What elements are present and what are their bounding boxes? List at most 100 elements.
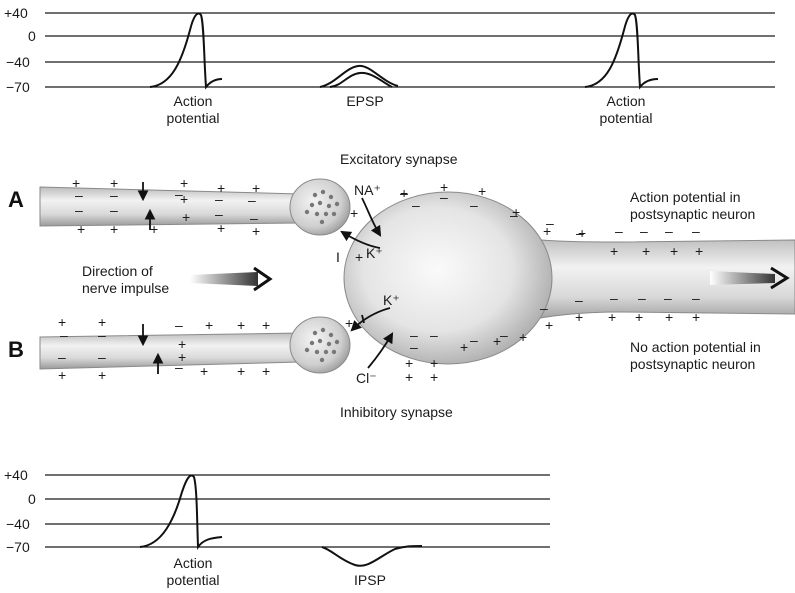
top-membrane-graph: +40 0 −40 −70 Action potential EPSP Acti… (4, 5, 775, 126)
synaptic-knob-a (289, 178, 351, 236)
minus-sign: – (98, 327, 106, 343)
plus-sign: + (350, 205, 358, 221)
minus-sign: – (470, 197, 478, 213)
bottom-label-ipsp: IPSP (354, 572, 386, 588)
minus-sign: – (664, 290, 672, 306)
ion-cl-label: Cl⁻ (356, 370, 377, 386)
direction-label-line2: nerve impulse (82, 280, 169, 296)
top-label-epsp: EPSP (346, 93, 383, 109)
minus-sign: – (470, 332, 478, 348)
plus-sign: + (252, 180, 260, 196)
plus-sign: + (543, 223, 551, 239)
synaptic-cleft-mark-b (361, 314, 365, 324)
plus-sign: + (665, 309, 673, 325)
plus-sign: + (578, 225, 586, 241)
minus-sign: – (175, 359, 183, 375)
plus-sign: + (205, 317, 213, 333)
presynaptic-axon-b (39, 332, 301, 370)
minus-sign: – (175, 186, 183, 202)
plus-sign: + (430, 355, 438, 371)
plus-sign: + (252, 223, 260, 239)
plus-sign: + (493, 333, 501, 349)
minus-sign: – (75, 187, 83, 203)
plus-sign: + (110, 221, 118, 237)
plus-sign: + (262, 363, 270, 379)
minus-sign: – (575, 292, 583, 308)
plus-sign: + (58, 367, 66, 383)
plus-sign: + (355, 249, 363, 265)
top-label-potential-2: potential (600, 110, 653, 126)
plus-sign: + (635, 309, 643, 325)
minus-sign: – (58, 349, 66, 365)
minus-sign: – (110, 202, 118, 218)
plus-sign: + (519, 329, 527, 345)
impulse-arrowhead-left (253, 266, 273, 292)
minus-sign: – (615, 223, 623, 239)
impulse-gradient-arrow-left (190, 272, 258, 286)
plus-sign: + (345, 315, 353, 331)
plus-sign: + (575, 309, 583, 325)
ion-k-label-b: K⁺ (383, 292, 400, 308)
plus-sign: + (670, 243, 678, 259)
plus-sign: + (262, 317, 270, 333)
bottom-ytick-0: 0 (28, 491, 36, 507)
neuron-illustration: A B Excitatory synapse Inhibitory synaps… (8, 151, 795, 420)
cl-influx-arrow (367, 332, 394, 369)
top-action-potential-trace-1 (149, 12, 223, 90)
minus-sign: – (640, 223, 648, 239)
plus-sign: + (98, 314, 106, 330)
top-action-potential-trace-2 (584, 12, 659, 90)
epsp-trace-lower (329, 71, 393, 88)
bottom-ytick-minus70: −70 (6, 539, 30, 555)
minus-sign: – (215, 191, 223, 207)
bottom-label-action: Action (174, 555, 213, 571)
minus-sign: – (412, 197, 420, 213)
k-efflux-arrow-b (350, 307, 391, 332)
plus-sign: + (512, 204, 520, 220)
inhibitory-synapse-title: Inhibitory synapse (340, 404, 453, 420)
minus-sign: – (546, 215, 554, 231)
plus-sign: + (150, 221, 158, 237)
panel-label-b: B (8, 337, 24, 362)
bottom-label-potential: potential (167, 572, 220, 588)
minus-sign: – (692, 223, 700, 239)
vesicles-b (304, 327, 340, 363)
bottom-ytick-plus40: +40 (4, 467, 28, 483)
minus-sign: – (610, 290, 618, 306)
ion-na-label: NA⁺ (354, 182, 381, 198)
minus-sign: – (75, 202, 83, 218)
plus-sign: + (182, 209, 190, 225)
plus-sign: + (200, 363, 208, 379)
top-label-potential: potential (167, 110, 220, 126)
minus-sign: – (110, 187, 118, 203)
plus-sign: + (478, 183, 486, 199)
plus-signs: + + + + + + + + + + + + + + + + + + + + + + + + + + + + + + + + + + + + + + + +… (58, 175, 703, 385)
bottom-membrane-graph: +40 0 −40 −70 Action potential IPSP (4, 467, 550, 588)
synaptic-knob-b (289, 316, 351, 374)
postsynaptic-cell-body (343, 191, 553, 365)
marker-i-label: I (336, 249, 340, 265)
postsynaptic-axon (519, 237, 795, 323)
top-ytick-0: 0 (28, 28, 36, 44)
top-ytick-minus70: −70 (6, 79, 30, 95)
plus-sign: + (610, 243, 618, 259)
plus-sign: + (58, 314, 66, 330)
ap-label-line1: Action potential in (630, 189, 741, 205)
plus-sign: + (217, 220, 225, 236)
bottom-action-potential-trace (139, 474, 223, 550)
plus-sign: + (460, 339, 468, 355)
plus-sign: + (77, 221, 85, 237)
ion-k-label-a: K⁺ (366, 245, 383, 261)
minus-sign: – (410, 327, 418, 343)
plus-sign: + (430, 369, 438, 385)
plus-sign: + (110, 175, 118, 191)
plus-sign: + (217, 180, 225, 196)
minus-sign: – (638, 290, 646, 306)
plus-sign: + (545, 317, 553, 333)
plus-sign: + (405, 355, 413, 371)
no-ap-label-line2: postsynaptic neuron (630, 356, 755, 372)
minus-sign: – (665, 223, 673, 239)
plus-sign: + (98, 367, 106, 383)
no-ap-label-line1: No action potential in (630, 339, 761, 355)
direction-label-line1: Direction of (82, 263, 153, 279)
